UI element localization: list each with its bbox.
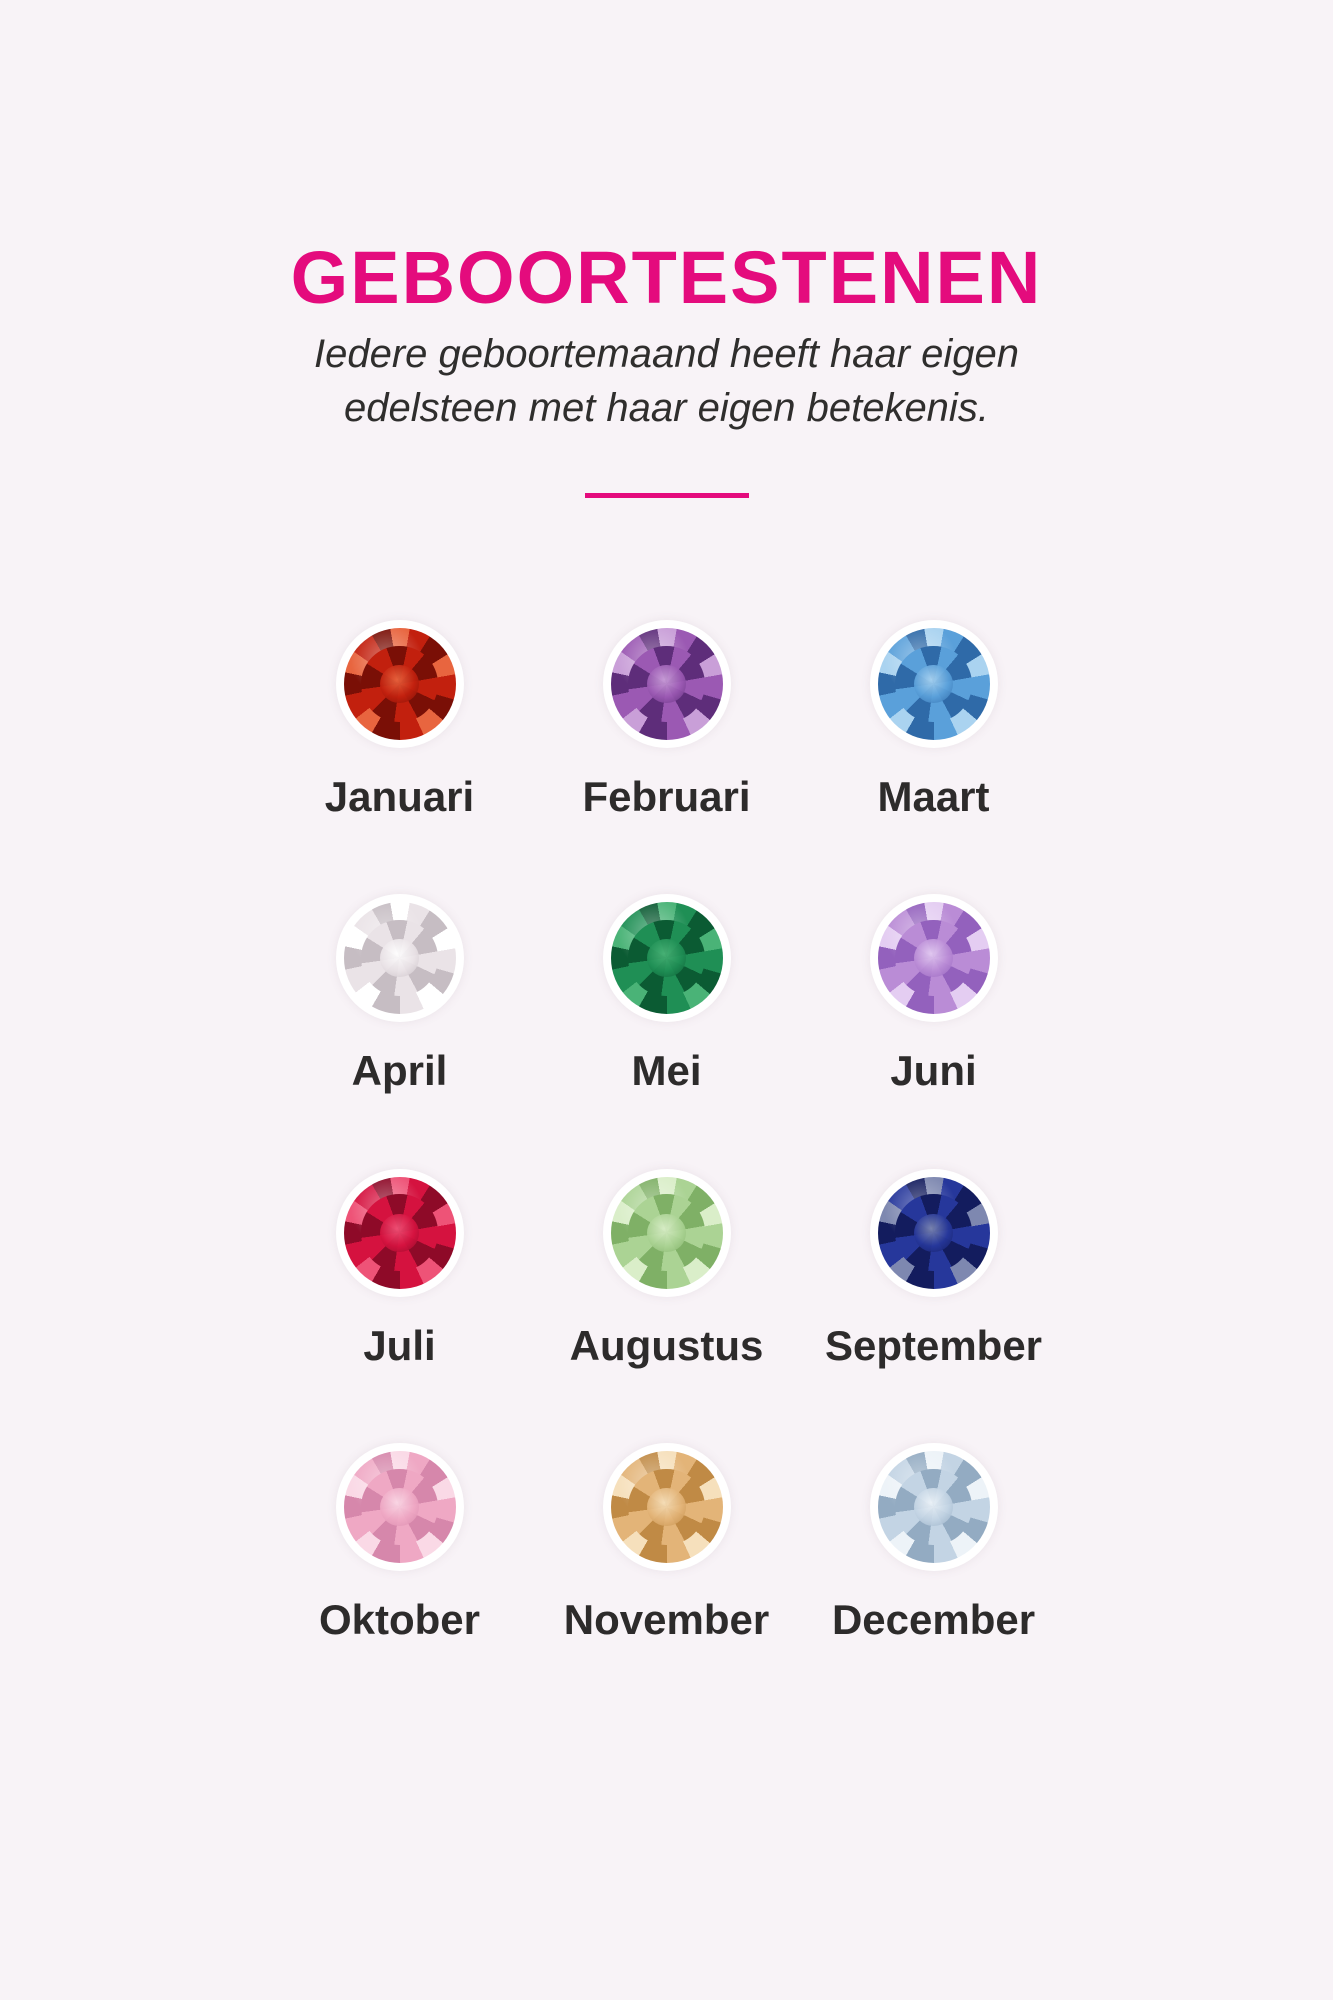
month-label: Mei xyxy=(631,1047,702,1095)
month-label: Januari xyxy=(324,772,475,820)
gem-icon xyxy=(877,1176,990,1289)
divider xyxy=(584,492,749,498)
month-label: Augustus xyxy=(569,1321,764,1369)
gem-ring xyxy=(335,1168,464,1297)
month-cell-augustus: Augustus xyxy=(533,1168,800,1371)
gem-ring xyxy=(335,894,464,1023)
month-label: September xyxy=(824,1321,1043,1369)
month-cell-januari: Januari xyxy=(266,619,533,822)
gem-icon xyxy=(343,902,456,1015)
month-label: April xyxy=(351,1047,448,1095)
gem-ring xyxy=(602,894,731,1023)
month-cell-juni: Juni xyxy=(800,894,1067,1096)
gem-icon xyxy=(343,1450,456,1563)
birthstone-grid: Januari Februari Maart April Mei xyxy=(0,619,1333,1646)
month-label: Februari xyxy=(582,772,751,820)
month-cell-maart: Maart xyxy=(800,619,1067,822)
gem-ring xyxy=(602,619,731,748)
gem-ring xyxy=(335,1442,464,1571)
month-cell-september: September xyxy=(800,1168,1067,1371)
month-cell-mei: Mei xyxy=(533,894,800,1096)
month-label: Juli xyxy=(363,1321,436,1369)
gem-ring xyxy=(602,1442,731,1571)
gem-ring xyxy=(335,619,464,748)
subtitle: Iedere geboortemaand heeft haar eigen ed… xyxy=(0,328,1333,434)
gem-ring xyxy=(869,1442,998,1571)
gem-ring xyxy=(602,1168,731,1297)
gem-icon xyxy=(610,627,723,740)
month-cell-december: December xyxy=(800,1442,1067,1645)
month-label: Oktober xyxy=(318,1595,481,1643)
gem-ring xyxy=(869,619,998,748)
gem-icon xyxy=(610,902,723,1015)
gem-icon xyxy=(343,1176,456,1289)
month-label: Maart xyxy=(877,772,990,820)
gem-icon xyxy=(343,627,456,740)
month-cell-april: April xyxy=(266,894,533,1096)
page-title: GEBOORTESTENEN xyxy=(290,236,1043,319)
subtitle-line-2: edelsteen met haar eigen betekenis. xyxy=(344,385,989,430)
month-cell-november: November xyxy=(533,1442,800,1645)
gem-icon xyxy=(877,902,990,1015)
gem-icon xyxy=(877,1450,990,1563)
header: GEBOORTESTENEN Iedere geboortemaand heef… xyxy=(0,237,1333,498)
gem-ring xyxy=(869,894,998,1023)
month-label: Juni xyxy=(890,1047,977,1095)
month-cell-juli: Juli xyxy=(266,1168,533,1371)
gem-icon xyxy=(877,627,990,740)
gem-icon xyxy=(610,1176,723,1289)
subtitle-line-1: Iedere geboortemaand heeft haar eigen xyxy=(314,332,1019,377)
month-cell-oktober: Oktober xyxy=(266,1442,533,1645)
month-label: December xyxy=(831,1595,1036,1643)
month-cell-februari: Februari xyxy=(533,619,800,822)
gem-ring xyxy=(869,1168,998,1297)
gem-icon xyxy=(610,1450,723,1563)
month-label: November xyxy=(563,1595,770,1643)
